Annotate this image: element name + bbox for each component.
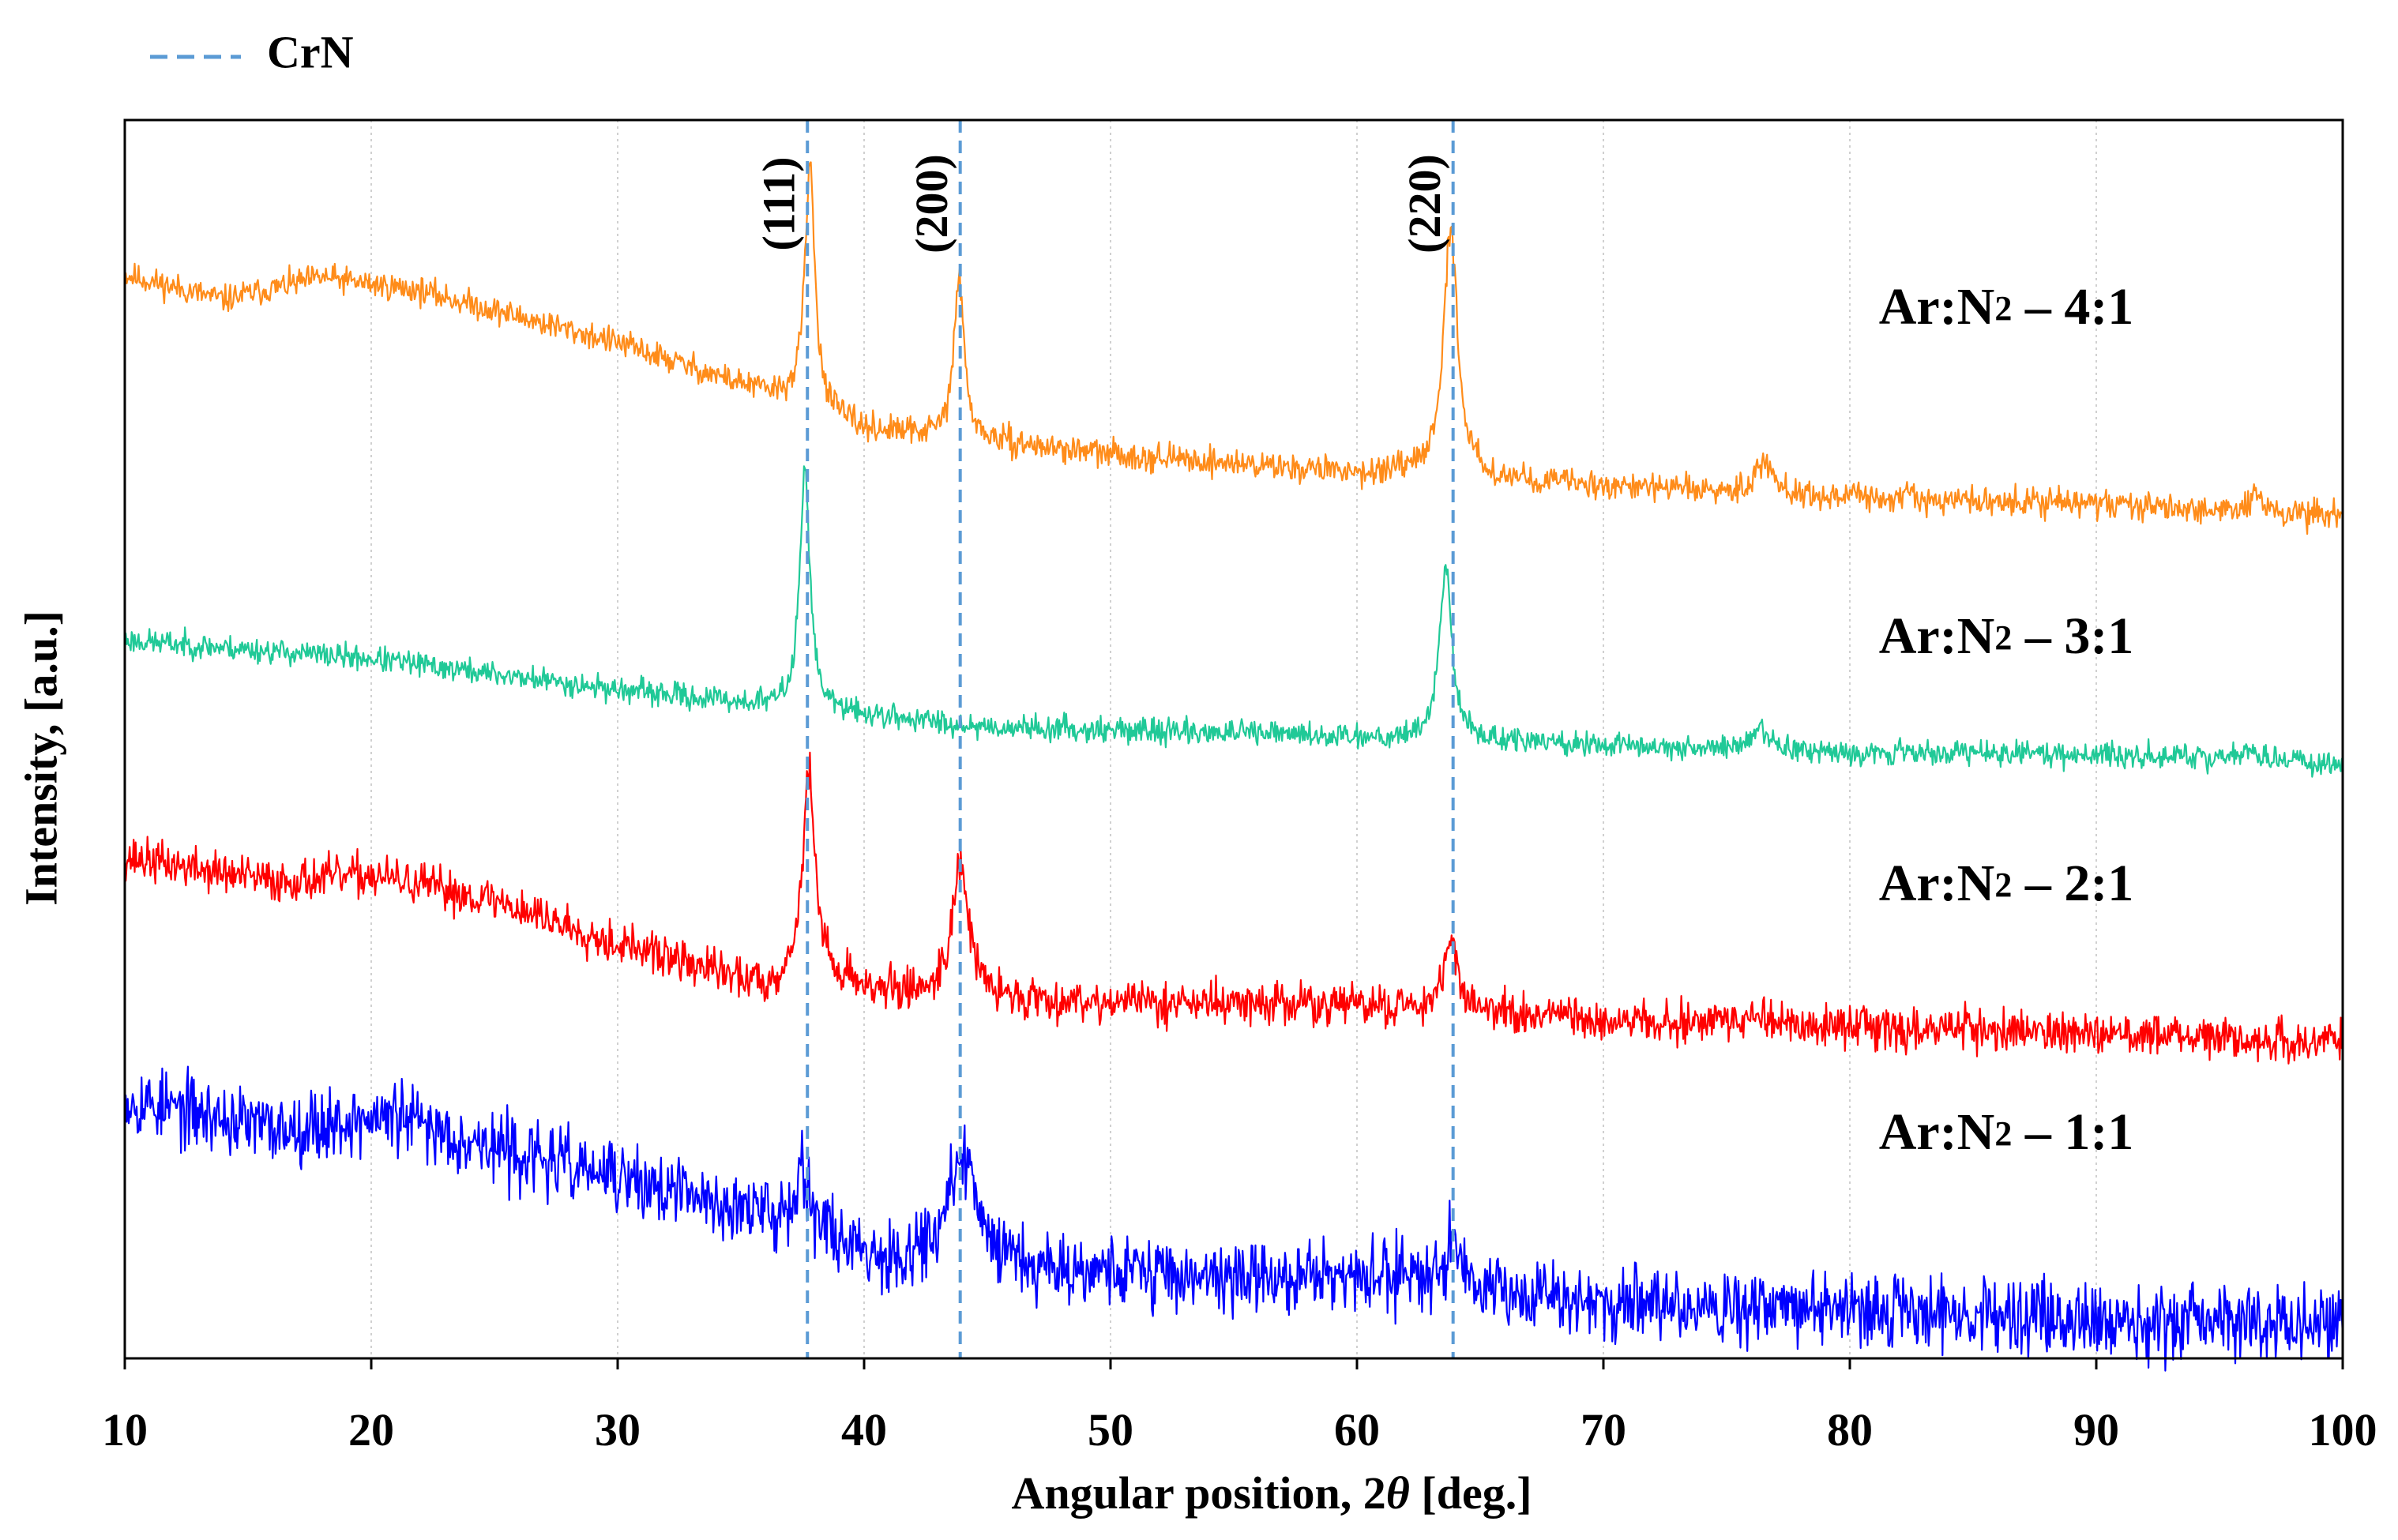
y-axis-label: Intensity, [a.u.] xyxy=(15,610,66,906)
series-label-ratio-4: – 1:1 xyxy=(2012,1103,2133,1161)
series-label-sub-2: 2 xyxy=(1994,618,2012,657)
series-label-1: Ar:N2 – 4:1 xyxy=(1879,278,2134,336)
series-line-2 xyxy=(123,465,2344,778)
x-tick-label-40: 40 xyxy=(841,1404,887,1455)
series-label-ratio-1: – 4:1 xyxy=(2012,278,2133,336)
series-label-2: Ar:N2 – 3:1 xyxy=(1879,607,2134,665)
series-labels: Ar:N2 – 4:1Ar:N2 – 3:1Ar:N2 – 2:1Ar:N2 –… xyxy=(1879,278,2134,1161)
x-axis-label-theta: θ xyxy=(1386,1467,1410,1519)
series-label-4: Ar:N2 – 1:1 xyxy=(1879,1103,2134,1161)
x-tick-label-10: 10 xyxy=(102,1404,148,1455)
series-label-sub-3: 2 xyxy=(1994,866,2012,904)
x-axis-label: Angular position, 2θ [deg.] xyxy=(1011,1467,1532,1519)
x-axis-label-prefix: Angular position, 2 xyxy=(1011,1467,1385,1519)
series-label-main-2: Ar:N xyxy=(1879,607,1995,665)
series-line-3 xyxy=(123,751,2344,1065)
series-label-sub-1: 2 xyxy=(1994,289,2012,328)
x-axis-label-suffix: [deg.] xyxy=(1410,1467,1532,1519)
legend-label-crn: CrN xyxy=(267,26,354,77)
series-label-ratio-3: – 2:1 xyxy=(2012,855,2133,912)
series-label-main-3: Ar:N xyxy=(1879,855,1995,912)
reference-label-3: (220) xyxy=(1399,154,1450,254)
x-tick-label-30: 30 xyxy=(595,1404,641,1455)
x-tick-label-90: 90 xyxy=(2073,1404,2119,1455)
x-tick-label-100: 100 xyxy=(2309,1404,2377,1455)
x-tick-label-70: 70 xyxy=(1580,1404,1626,1455)
plot-area-frame xyxy=(123,118,2344,1360)
x-tick-label-20: 20 xyxy=(348,1404,394,1455)
grid-lines xyxy=(370,120,2097,1358)
x-tick-label-80: 80 xyxy=(1827,1404,1873,1455)
x-tick-label-50: 50 xyxy=(1088,1404,1133,1455)
series-layer xyxy=(123,161,2344,1372)
series-label-main-4: Ar:N xyxy=(1879,1103,1995,1161)
legend: CrN xyxy=(150,26,354,77)
series-label-ratio-2: – 3:1 xyxy=(2012,607,2133,665)
reference-label-2: (200) xyxy=(906,154,957,254)
reference-label-1: (111) xyxy=(754,156,805,250)
x-tick-label-60: 60 xyxy=(1334,1404,1380,1455)
series-label-3: Ar:N2 – 2:1 xyxy=(1879,855,2134,912)
series-line-4 xyxy=(123,1065,2344,1372)
x-axis-ticks: 10 20 30 40 50 60 70 80 90 100 xyxy=(102,1358,2377,1455)
reference-lines: (111) (200) (220) xyxy=(754,120,1455,1358)
series-label-main-1: Ar:N xyxy=(1879,278,1995,336)
series-label-sub-4: 2 xyxy=(1994,1114,2012,1153)
series-line-1 xyxy=(123,161,2344,535)
